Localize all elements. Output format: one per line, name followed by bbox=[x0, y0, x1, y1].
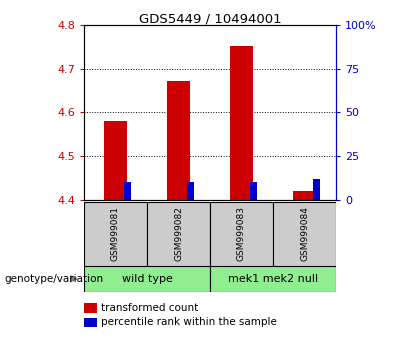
Text: GSM999083: GSM999083 bbox=[237, 206, 246, 261]
Bar bbox=[124, 183, 131, 200]
Bar bbox=[84, 202, 147, 266]
Bar bbox=[210, 266, 336, 292]
Text: transformed count: transformed count bbox=[101, 303, 198, 313]
Bar bbox=[147, 202, 210, 266]
Bar bbox=[294, 191, 315, 200]
Text: GDS5449 / 10494001: GDS5449 / 10494001 bbox=[139, 12, 281, 25]
Bar bbox=[168, 81, 189, 200]
Text: percentile rank within the sample: percentile rank within the sample bbox=[101, 318, 277, 327]
Text: genotype/variation: genotype/variation bbox=[4, 274, 103, 284]
Bar bbox=[231, 46, 252, 200]
Bar bbox=[210, 202, 273, 266]
Bar bbox=[187, 183, 194, 200]
Text: GSM999081: GSM999081 bbox=[111, 206, 120, 261]
Text: GSM999084: GSM999084 bbox=[300, 206, 309, 261]
Text: mek1 mek2 null: mek1 mek2 null bbox=[228, 274, 318, 284]
Bar bbox=[250, 183, 257, 200]
Bar bbox=[105, 121, 126, 200]
Text: wild type: wild type bbox=[121, 274, 173, 284]
Bar bbox=[313, 179, 320, 200]
Text: GSM999082: GSM999082 bbox=[174, 206, 183, 261]
Bar bbox=[273, 202, 336, 266]
Bar bbox=[84, 266, 210, 292]
